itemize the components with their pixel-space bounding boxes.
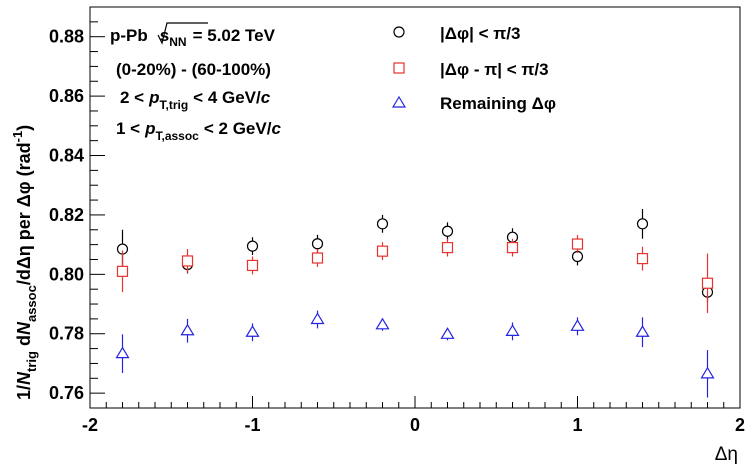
- legend-label-away-side: |Δφ - π| < π/3: [440, 60, 549, 79]
- y-axis-title: 1/Ntrig dNassoc/dΔη per Δφ (rad-1): [10, 125, 39, 400]
- data-point-triangle: [245, 325, 260, 337]
- data-point-square: [376, 245, 389, 257]
- x-tick-labels: -2 -1 0 1 2: [82, 415, 745, 435]
- annotation-passoc: 1 < pT,assoc < 2 GeV/c: [116, 119, 281, 143]
- legend-triangle-marker: [391, 95, 407, 108]
- y-tick-label: 0.82: [49, 205, 84, 225]
- x-tick-label: 0: [410, 415, 420, 435]
- data-point-triangle: [375, 317, 390, 330]
- y-tick-label: 0.86: [49, 86, 84, 106]
- data-point-square: [311, 252, 324, 264]
- legend-square-marker: [393, 62, 405, 74]
- data-point-triangle: [570, 319, 585, 331]
- legend-label-remaining: Remaining Δφ: [440, 94, 556, 113]
- data-point-square: [701, 277, 714, 289]
- y-tick-label: 0.76: [49, 383, 84, 403]
- data-point-triangle: [115, 346, 130, 359]
- annotation-ptrig: 2 < pT,trig < 4 GeV/c: [120, 88, 271, 112]
- x-tick-label: -2: [82, 415, 98, 435]
- data-point-triangle: [505, 324, 520, 336]
- data-point-triangle: [180, 323, 195, 336]
- y-tick-label: 0.84: [49, 146, 84, 166]
- data-points: [115, 208, 715, 398]
- y-tick-labels: 0.76 0.78 0.80 0.82 0.84 0.86 0.88: [49, 27, 84, 403]
- x-tick-label: -1: [244, 415, 260, 435]
- sqrt-symbol: [157, 22, 208, 45]
- x-tick-label: 2: [735, 415, 745, 435]
- data-point-circle: [571, 250, 584, 263]
- annotation-system: p-Pb sNN = 5.02 TeV: [110, 26, 276, 49]
- y-tick-label: 0.80: [49, 264, 84, 284]
- legend: |Δφ| < π/3 |Δφ - π| < π/3 Remaining Δφ: [391, 24, 556, 113]
- data-point-triangle: [700, 366, 715, 379]
- x-axis-title: Δη: [715, 444, 738, 465]
- data-point-square: [636, 252, 649, 265]
- annotation-centrality: (0-20%) - (60-100%): [116, 60, 271, 79]
- legend-circle-marker: [393, 26, 405, 38]
- legend-entry-remaining: Remaining Δφ: [391, 94, 556, 113]
- y-tick-label: 0.88: [49, 27, 84, 47]
- data-point-square: [181, 255, 194, 267]
- data-point-circle: [376, 218, 389, 230]
- data-point-circle: [311, 238, 324, 250]
- data-point-square: [441, 242, 454, 254]
- data-point-triangle: [310, 312, 325, 325]
- x-tick-label: 1: [572, 415, 582, 435]
- legend-entry-near-side: |Δφ| < π/3: [393, 24, 520, 43]
- data-point-triangle: [440, 327, 455, 339]
- data-point-circle: [441, 225, 454, 237]
- y-tick-label: 0.78: [49, 324, 84, 344]
- data-point-circle: [246, 240, 259, 252]
- annotation-block: p-Pb sNN = 5.02 TeV (0-20%) - (60-100%) 2 …: [110, 22, 281, 143]
- data-point-square: [116, 265, 129, 277]
- data-point-square: [246, 259, 259, 272]
- data-point-square: [571, 238, 584, 250]
- data-point-triangle: [635, 325, 650, 337]
- axis-ticks: [89, 6, 741, 409]
- data-point-circle: [636, 218, 649, 230]
- legend-label-near-side: |Δφ| < π/3: [440, 24, 520, 43]
- legend-entry-away-side: |Δφ - π| < π/3: [393, 60, 549, 79]
- data-point-square: [506, 242, 519, 254]
